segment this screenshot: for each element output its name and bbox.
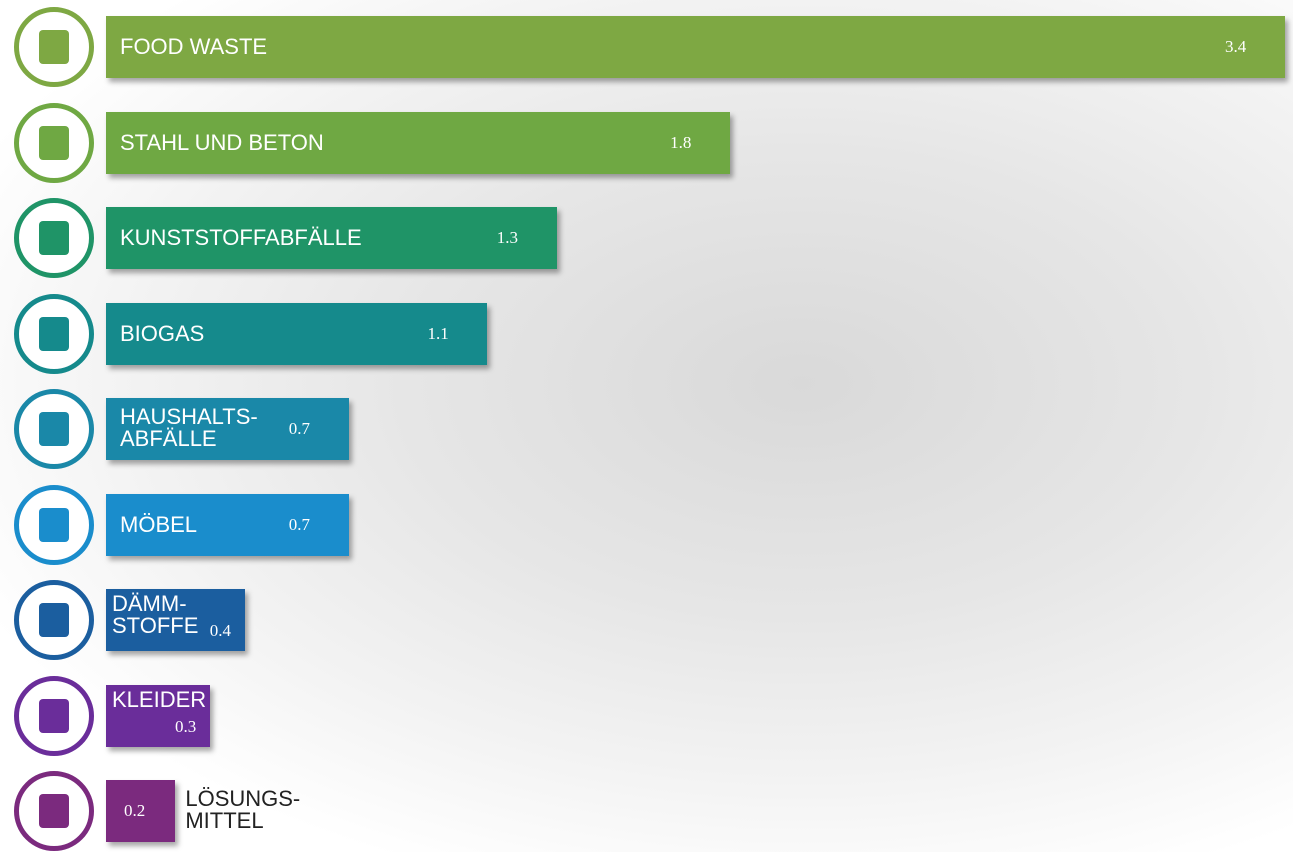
icon-glyph [39,794,69,828]
value-label: 3.4 [1225,37,1246,57]
icon [14,7,94,87]
icon-glyph [39,603,69,637]
icon-glyph [39,221,69,255]
category-label: KUNSTSTOFFABFÄLLE [120,227,362,249]
icon-glyph [39,126,69,160]
chart: FOOD WASTE 3.4 STAHL UND BETON 1.8 KUNSTSTOF… [0,0,1293,852]
category-label: LÖSUNGS- MITTEL [185,788,300,832]
icon [14,580,94,660]
category-label: FOOD WASTE [120,36,267,58]
value-label: 0.4 [210,621,231,641]
value-label: 1.8 [670,133,691,153]
icon [14,676,94,756]
icon [14,485,94,565]
value-label: 1.3 [497,228,518,248]
icon-glyph [39,30,69,64]
icon [14,103,94,183]
icon-glyph [39,699,69,733]
category-label: STAHL UND BETON [120,132,324,154]
value-label: 0.3 [175,717,196,737]
bar [106,16,1285,78]
icon [14,294,94,374]
icon-glyph [39,508,69,542]
category-label: DÄMM- STOFFE [112,593,198,637]
icon [14,198,94,278]
icon-glyph [39,412,69,446]
icon [14,771,94,851]
value-label: 0.7 [289,515,310,535]
category-label: MÖBEL [120,514,197,536]
icon [14,389,94,469]
icon-glyph [39,317,69,351]
category-label: BIOGAS [120,323,204,345]
category-label: HAUSHALTS- ABFÄLLE [120,406,258,450]
value-label: 0.7 [289,419,310,439]
value-label: 0.2 [124,801,145,821]
value-label: 1.1 [427,324,448,344]
category-label: KLEIDER [112,689,206,711]
